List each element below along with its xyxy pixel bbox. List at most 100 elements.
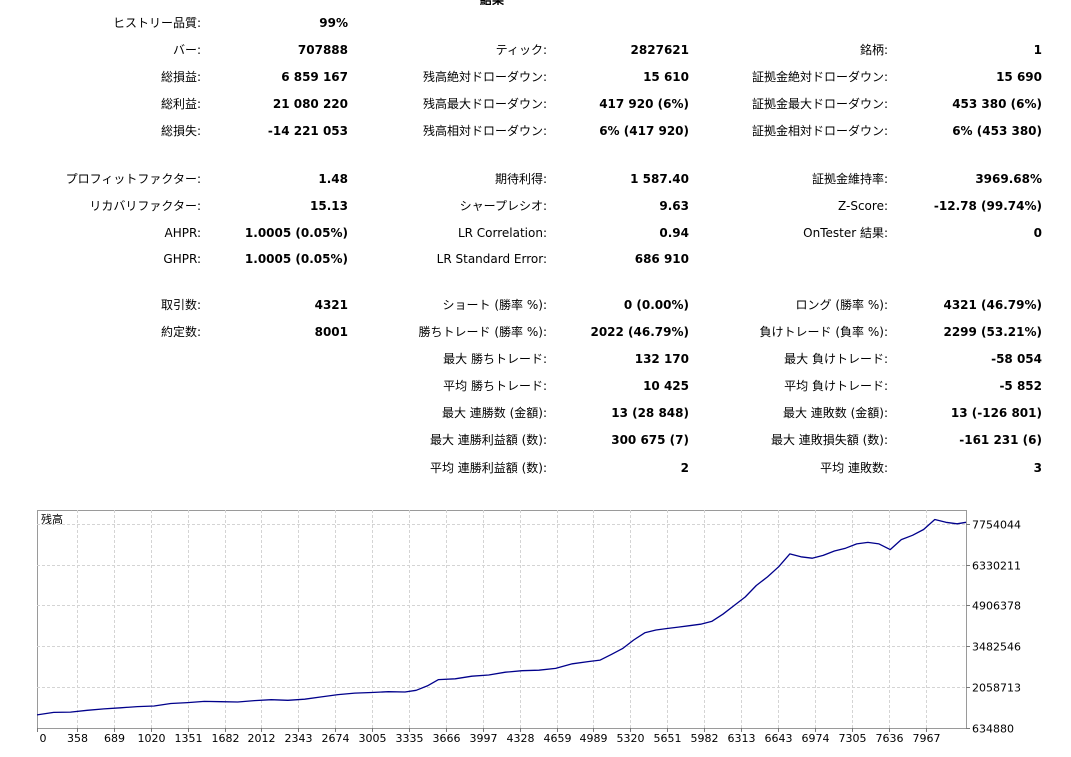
stat-label: 約定数: bbox=[160, 325, 201, 339]
stat-value: 453 380 (6%) bbox=[952, 97, 1042, 111]
stat-label: 平均 勝ちトレード: bbox=[443, 379, 547, 393]
stat-value: 686 910 bbox=[634, 252, 689, 266]
x-axis-tick-label: 6974 bbox=[802, 732, 830, 745]
stat-value: 4321 (46.79%) bbox=[943, 298, 1042, 312]
stat-label: 最大 連敗損失額 (数): bbox=[770, 433, 888, 447]
x-axis-tick-label: 2012 bbox=[248, 732, 276, 745]
x-axis-tick-label: 3997 bbox=[470, 732, 498, 745]
chart-title: 残高 bbox=[41, 512, 63, 526]
chart-plot-area bbox=[37, 510, 967, 729]
stat-label: GHPR: bbox=[163, 252, 201, 266]
x-axis-tick-label: 3666 bbox=[433, 732, 461, 745]
stat-label: LR Standard Error: bbox=[436, 252, 547, 266]
stat-value: 10 425 bbox=[643, 379, 689, 393]
x-axis-tick-label: 7305 bbox=[839, 732, 867, 745]
y-axis-tick-label: 7754044 bbox=[972, 519, 1021, 532]
x-axis-tick-label: 5320 bbox=[617, 732, 645, 745]
x-axis-tick-label: 1682 bbox=[212, 732, 240, 745]
stat-value: 15.13 bbox=[310, 199, 348, 213]
stat-label: 平均 連勝利益額 (数): bbox=[429, 461, 547, 475]
report-title: 結果 bbox=[480, 0, 504, 5]
stat-value: 2299 (53.21%) bbox=[943, 325, 1042, 339]
stat-label: 証拠金維持率: bbox=[811, 172, 888, 186]
stat-label: LR Correlation: bbox=[457, 226, 547, 240]
y-axis-tick-label: 6330211 bbox=[972, 560, 1021, 573]
stat-value: 3969.68% bbox=[975, 172, 1042, 186]
stat-label: リカバリファクター: bbox=[89, 199, 201, 213]
stat-label: ショート (勝率 %): bbox=[442, 298, 547, 312]
stat-label: 最大 連勝数 (金額): bbox=[441, 406, 547, 420]
stat-value: 9.63 bbox=[659, 199, 689, 213]
x-axis-tick-label: 1020 bbox=[138, 732, 166, 745]
balance-line bbox=[37, 518, 967, 716]
x-axis-tick-label: 3335 bbox=[396, 732, 424, 745]
stat-label: 総損益: bbox=[160, 70, 201, 84]
stat-value: -12.78 (99.74%) bbox=[933, 199, 1042, 213]
stat-label: 最大 連敗数 (金額): bbox=[782, 406, 888, 420]
stat-label: ヒストリー品質: bbox=[112, 16, 201, 30]
stat-value: 99% bbox=[319, 16, 348, 30]
stat-label: バー: bbox=[172, 43, 201, 57]
stat-label: 残高絶対ドローダウン: bbox=[422, 70, 547, 84]
stat-value: 2 bbox=[680, 461, 689, 475]
stat-value: 300 675 (7) bbox=[611, 433, 689, 447]
stat-value: 3 bbox=[1033, 461, 1042, 475]
stat-label: 取引数: bbox=[160, 298, 201, 312]
y-axis-tick-label: 634880 bbox=[972, 723, 1014, 736]
stat-value: 0 bbox=[1033, 226, 1042, 240]
stat-value: 417 920 (6%) bbox=[599, 97, 689, 111]
stat-value: 6 859 167 bbox=[281, 70, 348, 84]
stat-label: 平均 負けトレード: bbox=[784, 379, 888, 393]
x-axis-tick-label: 358 bbox=[67, 732, 88, 745]
x-axis-tick-label: 0 bbox=[40, 732, 47, 745]
stat-value: 1.48 bbox=[318, 172, 348, 186]
stat-label: 証拠金相対ドローダウン: bbox=[751, 124, 888, 138]
stat-label: 平均 連敗数: bbox=[820, 461, 888, 475]
stat-value: 8001 bbox=[314, 325, 348, 339]
x-axis-tick-label: 3005 bbox=[359, 732, 387, 745]
x-axis-tick-label: 5651 bbox=[654, 732, 682, 745]
stat-value: 2022 (46.79%) bbox=[590, 325, 689, 339]
stat-value: 21 080 220 bbox=[272, 97, 348, 111]
stat-label: 最大 連勝利益額 (数): bbox=[429, 433, 547, 447]
stat-value: 2827621 bbox=[630, 43, 689, 57]
x-axis-tick-label: 4328 bbox=[507, 732, 535, 745]
stat-label: シャープレシオ: bbox=[459, 199, 547, 213]
stat-value: 15 610 bbox=[643, 70, 689, 84]
stat-label: OnTester 結果: bbox=[803, 226, 888, 240]
x-axis-tick-label: 4989 bbox=[580, 732, 608, 745]
balance-chart: 634880 2058713 3482546 4906378 6330211 775404… bbox=[37, 510, 1070, 757]
stat-label: 総利益: bbox=[160, 97, 201, 111]
stat-value: 1 bbox=[1033, 43, 1042, 57]
stat-label: 勝ちトレード (勝率 %): bbox=[418, 325, 547, 339]
stat-value: 1.0005 (0.05%) bbox=[244, 226, 348, 240]
stat-label: Z-Score: bbox=[838, 199, 888, 213]
stat-value: 6% (417 920) bbox=[599, 124, 689, 138]
x-axis-tick-label: 6643 bbox=[765, 732, 793, 745]
stat-value: -5 852 bbox=[999, 379, 1042, 393]
x-axis-tick-label: 5982 bbox=[691, 732, 719, 745]
stat-label: 総損失: bbox=[160, 124, 201, 138]
stat-value: 4321 bbox=[314, 298, 348, 312]
stat-value: 132 170 bbox=[634, 352, 689, 366]
y-axis-tick-label: 4906378 bbox=[972, 600, 1021, 613]
stat-value: 1.0005 (0.05%) bbox=[244, 252, 348, 266]
stat-label: 最大 負けトレード: bbox=[784, 352, 888, 366]
stat-value: 15 690 bbox=[996, 70, 1042, 84]
stat-label: AHPR: bbox=[164, 226, 201, 240]
x-axis-tick-label: 7967 bbox=[913, 732, 941, 745]
y-axis-tick-label: 3482546 bbox=[972, 641, 1021, 654]
balance-chart-svg: 634880 2058713 3482546 4906378 6330211 775404… bbox=[37, 510, 1021, 745]
stat-label: 負けトレード (負率 %): bbox=[759, 325, 888, 339]
stat-value: 0 (0.00%) bbox=[623, 298, 689, 312]
x-axis-tick-label: 689 bbox=[104, 732, 125, 745]
stat-label: 残高最大ドローダウン: bbox=[422, 97, 547, 111]
stat-value: -161 231 (6) bbox=[959, 433, 1042, 447]
stat-label: 残高相対ドローダウン: bbox=[422, 124, 547, 138]
stat-label: 証拠金最大ドローダウン: bbox=[751, 97, 888, 111]
stat-value: 1 587.40 bbox=[630, 172, 689, 186]
x-axis-tick-label: 2343 bbox=[285, 732, 313, 745]
x-axis-tick-label: 7636 bbox=[876, 732, 904, 745]
stat-label: ロング (勝率 %): bbox=[795, 298, 888, 312]
x-axis-tick-label: 4659 bbox=[544, 732, 572, 745]
